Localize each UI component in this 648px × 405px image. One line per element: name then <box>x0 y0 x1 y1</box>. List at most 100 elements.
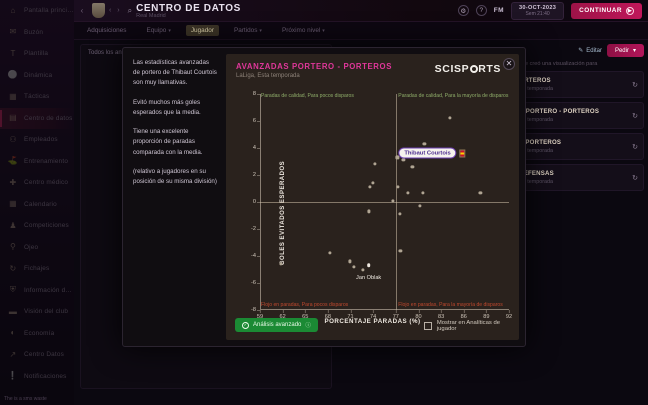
request-dropdown-label: Pedir <box>614 47 629 54</box>
sidebar-item-t-cticas[interactable]: ▦ Tácticas <box>0 86 74 108</box>
sidebar-item-empleados[interactable]: ⚇ Empleados <box>0 129 74 151</box>
y-tick-label: 2 <box>252 172 261 178</box>
sidebar-item-plantilla[interactable]: T Plantilla <box>0 43 74 65</box>
saved-analysis-card[interactable]: - DEFENSAS Esta temporada ↻ <box>508 164 644 191</box>
tab-pr-ximo-nivel[interactable]: Próximo nivel ▾ <box>277 25 330 36</box>
back-icon[interactable]: ‹ <box>80 6 84 15</box>
sidebar-item-label: Tácticas <box>24 93 50 101</box>
sidebar-item-label: Ojeo <box>24 243 39 251</box>
x-axis-line <box>260 309 509 310</box>
saved-analyses-panel: ✎ Editar Pedir ▾ No que creó una visuali… <box>508 44 644 395</box>
advanced-analysis-badge: ✓ Análisis avanzado ⓘ <box>235 318 318 332</box>
saved-analysis-card[interactable]: PORTEROS Esta temporada ↻ <box>508 71 644 98</box>
data-point-jan-oblak[interactable] <box>366 263 371 268</box>
data-point[interactable] <box>373 162 377 166</box>
saved-analysis-title: PORTEROS <box>515 77 551 84</box>
data-point[interactable] <box>401 158 405 162</box>
tab-equipo[interactable]: Equipo ▾ <box>141 25 175 36</box>
sidebar-item-centro-datos[interactable]: ↗ Centro Datos <box>0 344 74 366</box>
sidebar-item-visi-n-del-club[interactable]: ▬ Visión del club <box>0 301 74 323</box>
page-subtitle: Real Madrid <box>136 12 166 19</box>
sidebar-item-fichajes[interactable]: ↻ Fichajes <box>0 258 74 280</box>
continue-button[interactable]: CONTINUAR ▶ <box>571 2 642 19</box>
data-point[interactable] <box>328 251 332 255</box>
saved-analysis-card[interactable]: A - PORTEROS Esta temporada ↻ <box>508 133 644 160</box>
edit-button[interactable]: ✎ Editar <box>578 47 602 55</box>
game-date[interactable]: 30-OCT-2023 Sem 21:40 <box>510 1 565 20</box>
settings-icon[interactable]: ⚙ <box>457 5 469 16</box>
highlight-player-tag[interactable]: Thibaut Courtois <box>398 147 466 159</box>
show-in-player-analytics-checkbox[interactable] <box>424 322 432 330</box>
quadrant-label: Paradas de calidad, Para pocos disparos <box>261 93 354 99</box>
data-point[interactable] <box>351 265 356 269</box>
data-point[interactable] <box>396 185 400 189</box>
sidebar-item-label: Empleados <box>24 136 58 144</box>
saved-analysis-card[interactable]: AS PORTERO - PORTEROS Esta temporada ↻ <box>508 102 644 129</box>
data-point[interactable] <box>371 181 375 185</box>
tab-jugador[interactable]: Jugador <box>185 25 219 36</box>
saved-analysis-subtitle: Esta temporada <box>515 179 554 185</box>
sidebar-item-informaci-n-del-cl[interactable]: ⛨ Información del cl... <box>0 280 74 302</box>
quadrant-label: Flojo en paradas, Para pocos disparos <box>261 302 349 308</box>
staff-icon: ⚇ <box>9 134 17 144</box>
analysis-modal: Las estadísticas avanzadas de portero de… <box>122 47 526 347</box>
request-dropdown[interactable]: Pedir ▾ <box>606 44 644 57</box>
tab-partidos[interactable]: Partidos ▾ <box>229 25 267 36</box>
data-point[interactable] <box>391 199 395 203</box>
sidebar-item-label: Pantalla principal <box>24 7 74 15</box>
y-tick-label: 0 <box>252 199 261 205</box>
data-point[interactable] <box>348 259 352 263</box>
y-tick-label: -8 <box>251 307 260 313</box>
sidebar-item-buz-n[interactable]: ✉ Buzón <box>0 22 74 44</box>
refresh-icon[interactable]: ↻ <box>632 112 638 120</box>
scisports-logo: SCISP RTS <box>434 63 501 75</box>
data-point[interactable] <box>421 190 425 195</box>
tab-adquisiciones[interactable]: Adquisiciones <box>82 25 131 36</box>
close-icon[interactable]: ✕ <box>503 58 515 70</box>
refresh-icon[interactable]: ↻ <box>632 174 638 182</box>
sidebar-footer-text: The is a sms waste <box>4 396 47 402</box>
refresh-icon[interactable]: ↻ <box>632 143 638 151</box>
data-point[interactable] <box>410 165 414 169</box>
data-point[interactable] <box>368 185 372 189</box>
chevron-down-icon: ▾ <box>168 28 171 34</box>
data-point[interactable] <box>395 155 399 160</box>
sidebar-item-calendario[interactable]: ▦ Calendario <box>0 194 74 216</box>
sidebar-item-centro-m-dico[interactable]: ✚ Centro médico <box>0 172 74 194</box>
sidebar-item-centro-de-datos[interactable]: ▤ Centro de datos <box>0 107 74 129</box>
data-point[interactable] <box>418 204 422 208</box>
saved-analyses-cards: PORTEROS Esta temporada ↻ AS PORTERO - PORT… <box>508 71 644 191</box>
sidebar-item-notificaciones[interactable]: ❕ Notificaciones <box>0 366 74 388</box>
data-point[interactable] <box>367 209 371 214</box>
fm-logo: FM <box>493 7 504 14</box>
help-icon[interactable]: ? <box>475 5 487 16</box>
sidebar-item-pantalla-principal[interactable]: ⌂ Pantalla principal <box>0 0 74 22</box>
search-icon[interactable]: ⌕ <box>127 5 133 15</box>
sidebar-item-din-mica[interactable]: ⚪ Dinámica <box>0 65 74 87</box>
history-nav-arrows[interactable]: ‹ › <box>109 7 122 14</box>
data-point[interactable] <box>448 116 452 120</box>
x-tick-label: 59 <box>256 310 264 320</box>
sidebar-item-entrenamiento[interactable]: ⛳ Entrenamiento <box>0 151 74 173</box>
data-point[interactable] <box>361 267 365 272</box>
sidebar-item-ojeo[interactable]: ⚲ Ojeo <box>0 237 74 259</box>
data-point[interactable] <box>279 262 283 266</box>
data-point[interactable] <box>398 249 402 253</box>
sidebar-item-competiciones[interactable]: ♟ Competiciones <box>0 215 74 237</box>
x-axis-label: PORCENTAJE PARADAS (%) <box>324 318 421 325</box>
x-tick-label: 77 <box>392 310 399 320</box>
quadrant-label: Flojo en paradas, Para la mayoría de dis… <box>398 302 503 308</box>
data-point[interactable] <box>478 190 482 195</box>
saved-analyses-toolbar: ✎ Editar Pedir ▾ <box>508 44 644 57</box>
sidebar-item-econom-a[interactable]: ◐ Economía <box>0 323 74 345</box>
data-point[interactable] <box>422 142 427 146</box>
sidebar-item-label: Fichajes <box>24 265 50 273</box>
refresh-icon[interactable]: ↻ <box>632 81 638 89</box>
show-in-player-analytics-row[interactable]: Mostrar en Analíticas de jugador <box>424 320 519 332</box>
y-tick-label: 6 <box>252 118 261 124</box>
tab-label: Equipo <box>146 27 167 34</box>
sidebar-item-label: Centro de datos <box>24 114 73 122</box>
data-point[interactable] <box>406 190 410 195</box>
data-point[interactable] <box>397 212 402 216</box>
